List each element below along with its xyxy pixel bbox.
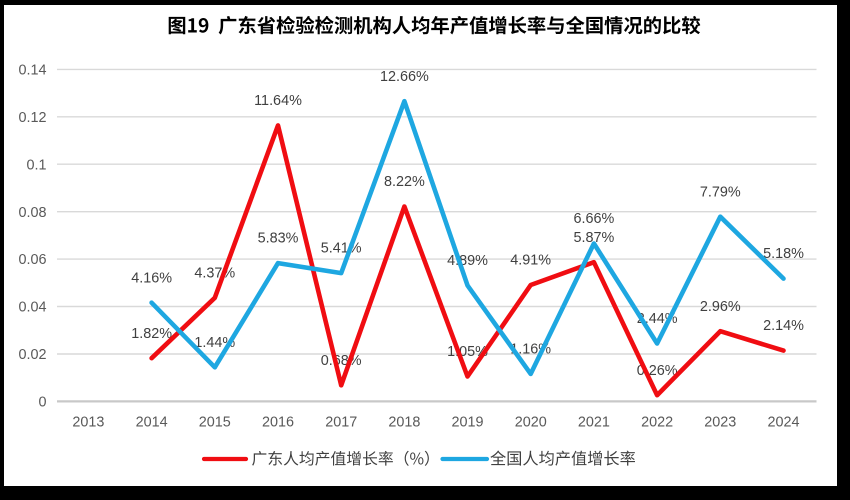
svg-text:2016: 2016 — [262, 415, 294, 431]
svg-text:0.08: 0.08 — [18, 205, 46, 221]
svg-text:4.89%: 4.89% — [447, 253, 488, 269]
svg-text:5.18%: 5.18% — [763, 246, 804, 262]
svg-text:2019: 2019 — [451, 415, 483, 431]
svg-text:5.41%: 5.41% — [321, 241, 362, 257]
svg-text:5.87%: 5.87% — [573, 230, 614, 246]
svg-text:4.91%: 4.91% — [510, 253, 551, 269]
svg-text:1.82%: 1.82% — [131, 326, 172, 342]
svg-text:0.1: 0.1 — [26, 157, 46, 173]
svg-text:0.02: 0.02 — [18, 347, 46, 363]
svg-text:2022: 2022 — [641, 415, 673, 431]
svg-text:4.16%: 4.16% — [131, 270, 172, 286]
svg-text:2023: 2023 — [704, 415, 736, 431]
svg-text:4.37%: 4.37% — [194, 265, 235, 281]
svg-text:2017: 2017 — [325, 415, 357, 431]
svg-text:8.22%: 8.22% — [384, 174, 425, 190]
svg-text:2021: 2021 — [578, 415, 610, 431]
svg-text:2015: 2015 — [199, 415, 231, 431]
svg-text:2018: 2018 — [388, 415, 420, 431]
svg-text:2020: 2020 — [515, 415, 547, 431]
svg-text:2013: 2013 — [72, 415, 104, 431]
svg-text:0: 0 — [38, 395, 46, 411]
svg-text:2.96%: 2.96% — [700, 299, 741, 315]
svg-text:2024: 2024 — [767, 415, 799, 431]
svg-text:2.14%: 2.14% — [763, 318, 804, 334]
svg-text:7.79%: 7.79% — [700, 184, 741, 200]
svg-text:2014: 2014 — [136, 415, 168, 431]
svg-text:12.66%: 12.66% — [380, 69, 429, 85]
svg-text:0.06: 0.06 — [18, 252, 46, 268]
svg-text:6.66%: 6.66% — [573, 211, 614, 227]
svg-text:11.64%: 11.64% — [254, 93, 302, 109]
svg-text:0.04: 0.04 — [18, 300, 46, 316]
svg-text:0.14: 0.14 — [18, 63, 46, 79]
svg-text:0.68%: 0.68% — [321, 353, 362, 369]
svg-text:5.83%: 5.83% — [258, 231, 299, 247]
svg-text:0.12: 0.12 — [18, 110, 46, 126]
